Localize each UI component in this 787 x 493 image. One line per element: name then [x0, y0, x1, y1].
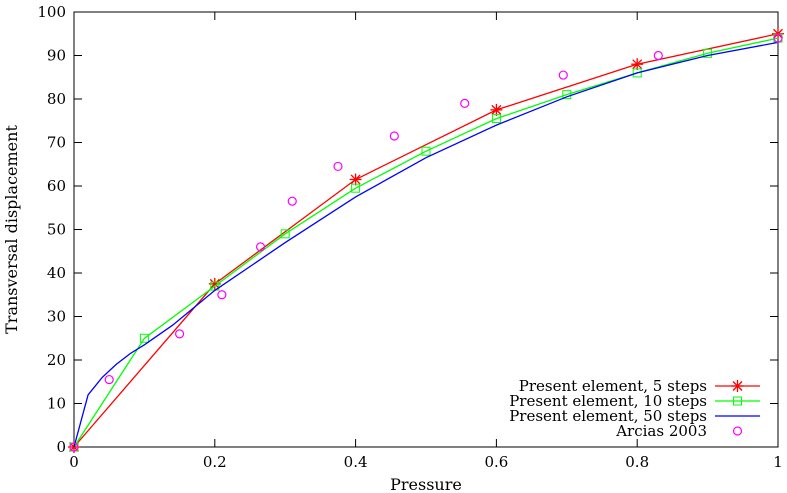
y-tick-label: 100 [37, 3, 66, 21]
circle-marker [732, 426, 743, 436]
legend-label: Arcias 2003 [615, 422, 707, 440]
x-tick-label: 0.6 [484, 453, 508, 471]
series-layer [68, 27, 784, 453]
legend-label: Present element, 5 steps [519, 377, 707, 395]
y-tick-label: 50 [47, 221, 66, 239]
square-marker [632, 68, 642, 78]
x-tick-label: 0 [69, 453, 79, 471]
series-1 [69, 33, 783, 452]
x-tick-label: 0.2 [203, 453, 227, 471]
axis-ticks: 0 10 20 30 40 50 60 70 80 90 100 0 0.2 0.4 0.6 0.8 1 [37, 3, 782, 471]
circle-marker [104, 374, 114, 385]
y-tick-label: 0 [56, 438, 66, 456]
circle-marker [287, 196, 297, 206]
star-marker [631, 58, 644, 71]
circle-marker [255, 242, 266, 252]
circle-marker [389, 131, 399, 141]
circle-marker [69, 442, 79, 452]
y-tick-label: 90 [47, 47, 66, 65]
square-marker [703, 48, 713, 58]
y-tick-label: 80 [47, 90, 66, 108]
series-2 [73, 41, 779, 448]
series-3 [69, 33, 783, 452]
x-axis-title: Pressure [390, 475, 462, 493]
legend-label: Present element, 50 steps [509, 407, 707, 425]
series-line [73, 41, 779, 448]
square-marker [421, 146, 431, 156]
star-marker [731, 380, 744, 392]
x-tick-label: 0.8 [625, 453, 649, 471]
x-tick-label: 1 [773, 453, 783, 471]
star-marker [349, 173, 362, 186]
circle-marker [558, 70, 568, 80]
square-marker [733, 396, 742, 406]
y-axis-title: Transversal displacement [2, 125, 21, 334]
y-tick-label: 30 [47, 308, 66, 326]
square-marker [139, 333, 149, 343]
series-line [73, 37, 779, 448]
y-tick-label: 10 [47, 395, 66, 413]
star-marker [490, 103, 503, 116]
circle-marker [217, 290, 227, 300]
circle-marker [653, 50, 663, 61]
circle-marker [333, 161, 343, 172]
y-tick-label: 60 [47, 177, 66, 195]
y-tick-label: 20 [47, 351, 66, 369]
circle-marker [175, 329, 185, 339]
square-marker [351, 183, 361, 193]
square-marker [491, 114, 501, 124]
circle-marker [460, 98, 470, 108]
y-tick-label: 40 [47, 264, 66, 282]
square-marker [562, 90, 572, 100]
square-marker [280, 229, 290, 239]
circle-marker [773, 33, 783, 43]
legend-label: Present element, 10 steps [509, 392, 707, 410]
y-tick-label: 70 [47, 134, 66, 152]
x-tick-label: 0.4 [344, 453, 368, 471]
